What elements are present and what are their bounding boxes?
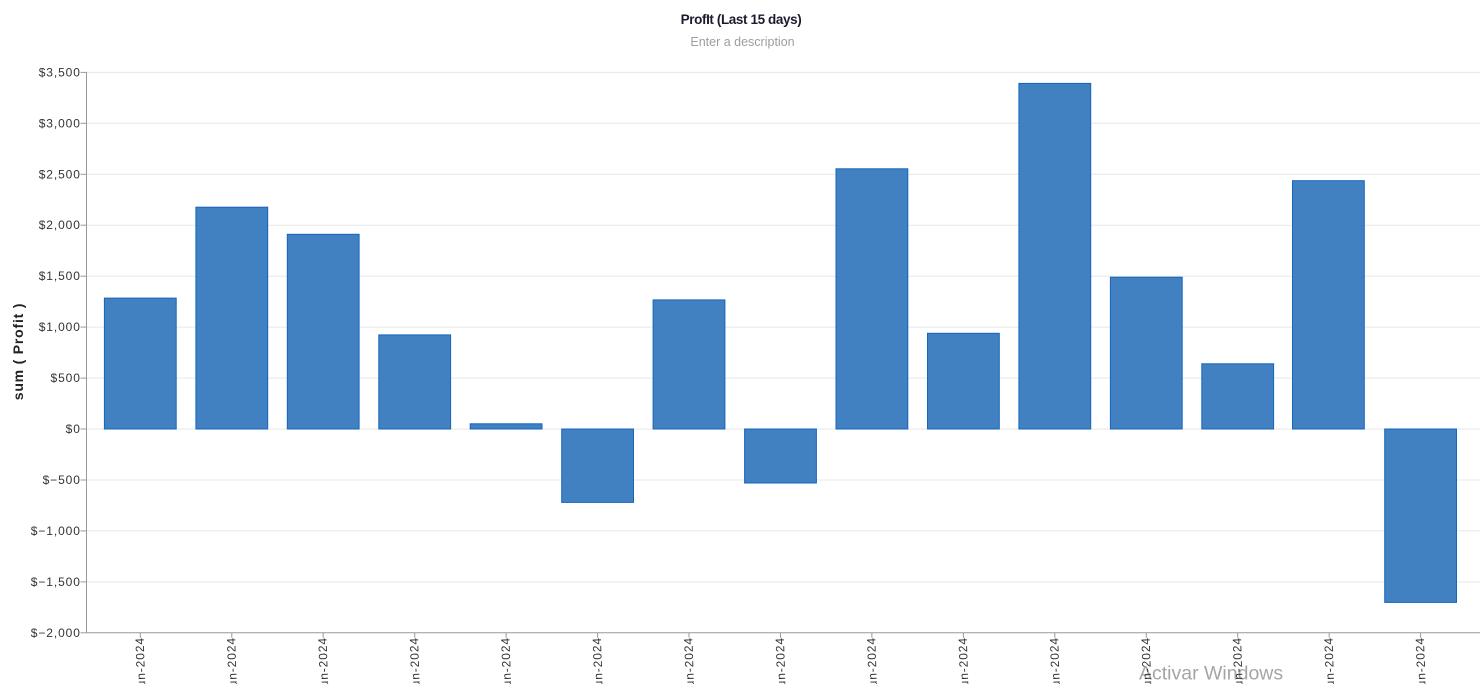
svg-text:03-Jun-2024: 03-Jun-2024 [316,637,333,684]
svg-text:05-Jun-2024: 05-Jun-2024 [498,637,515,684]
svg-text:Enter a description: Enter a description [690,35,794,49]
svg-text:15-Jun-2024: 15-Jun-2024 [1413,637,1430,684]
svg-text:$3,500: $3,500 [39,65,81,79]
svg-text:$−1,000: $−1,000 [31,524,81,538]
svg-text:$−1,500: $−1,500 [31,575,81,589]
svg-text:Activar Windows: Activar Windows [1139,663,1283,684]
svg-text:$−500: $−500 [43,473,81,487]
svg-text:$2,000: $2,000 [39,218,81,232]
svg-text:08-Jun-2024: 08-Jun-2024 [773,637,790,684]
svg-text:13-Jun-2024: 13-Jun-2024 [1230,637,1247,684]
svg-text:$500: $500 [51,371,81,385]
svg-text:ProfIt (Last 15 days): ProfIt (Last 15 days) [681,12,802,27]
svg-text:07-Jun-2024: 07-Jun-2024 [681,637,698,684]
svg-text:$3,000: $3,000 [39,116,81,130]
svg-text:12-Jun-2024: 12-Jun-2024 [1139,637,1156,684]
svg-text:sum ( Profit ): sum ( Profit ) [10,303,26,401]
svg-text:04-Jun-2024: 04-Jun-2024 [407,637,424,684]
svg-text:$1,500: $1,500 [39,269,81,283]
svg-text:$−2,000: $−2,000 [31,626,81,640]
svg-text:14-Jun-2024: 14-Jun-2024 [1322,637,1339,684]
svg-text:11-Jun-2024: 11-Jun-2024 [1047,637,1064,684]
svg-text:$1,000: $1,000 [39,320,81,334]
svg-text:$0: $0 [66,422,81,436]
svg-text:09-Jun-2024: 09-Jun-2024 [864,637,881,684]
svg-text:06-Jun-2024: 06-Jun-2024 [590,637,607,684]
svg-text:01-Jun-2024: 01-Jun-2024 [133,637,150,684]
svg-text:$2,500: $2,500 [39,167,81,181]
svg-text:02-Jun-2024: 02-Jun-2024 [224,637,241,684]
svg-text:10-Jun-2024: 10-Jun-2024 [956,637,973,684]
